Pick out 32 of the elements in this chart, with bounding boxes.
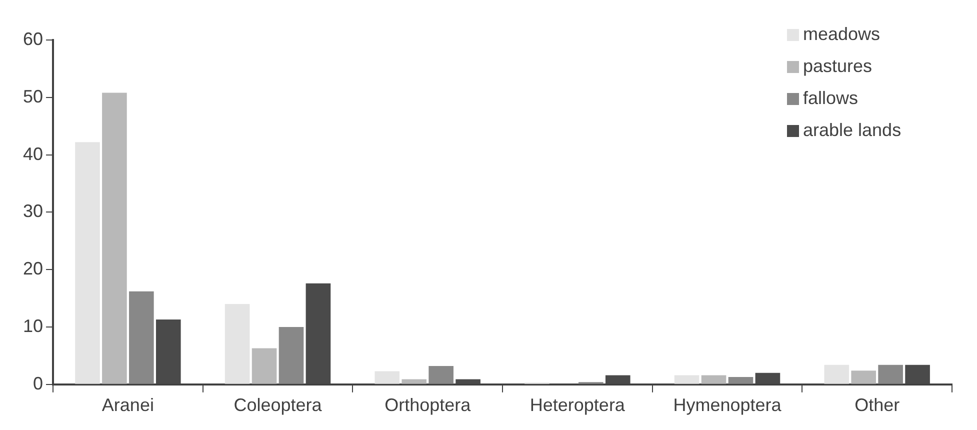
y-tick-label: 40 [22,144,44,164]
x-tick-label: Hymenoptera [673,395,782,416]
y-tick-label: 0 [33,373,44,394]
x-tick-label: Aranei [102,395,154,416]
legend-label: meadows [803,24,880,44]
bar [674,375,700,384]
x-tick-label: Heteroptera [530,395,626,416]
x-tick-label: Coleoptera [234,395,323,416]
bar [252,348,277,384]
bar [728,376,754,384]
bar [129,291,154,384]
bar [402,379,427,384]
bar [701,375,726,384]
x-tick-label: Orthoptera [384,395,472,416]
y-tick-label: 50 [22,86,44,106]
bar [278,327,304,384]
legend-label: fallows [803,88,858,108]
bar [878,364,903,384]
bar [75,142,100,384]
bar [102,92,127,384]
bar [428,366,454,384]
bar [224,304,250,384]
y-tick-label: 10 [22,316,44,336]
bar [374,371,400,384]
bar [824,364,850,384]
y-tick-label: 30 [22,201,44,222]
y-tick-label: 60 [22,28,44,49]
bar [851,370,876,384]
legend-label: pastures [803,56,872,76]
x-tick-label: Other [854,395,900,416]
legend-label: arable lands [803,120,902,140]
y-tick-label: 20 [22,258,44,279]
